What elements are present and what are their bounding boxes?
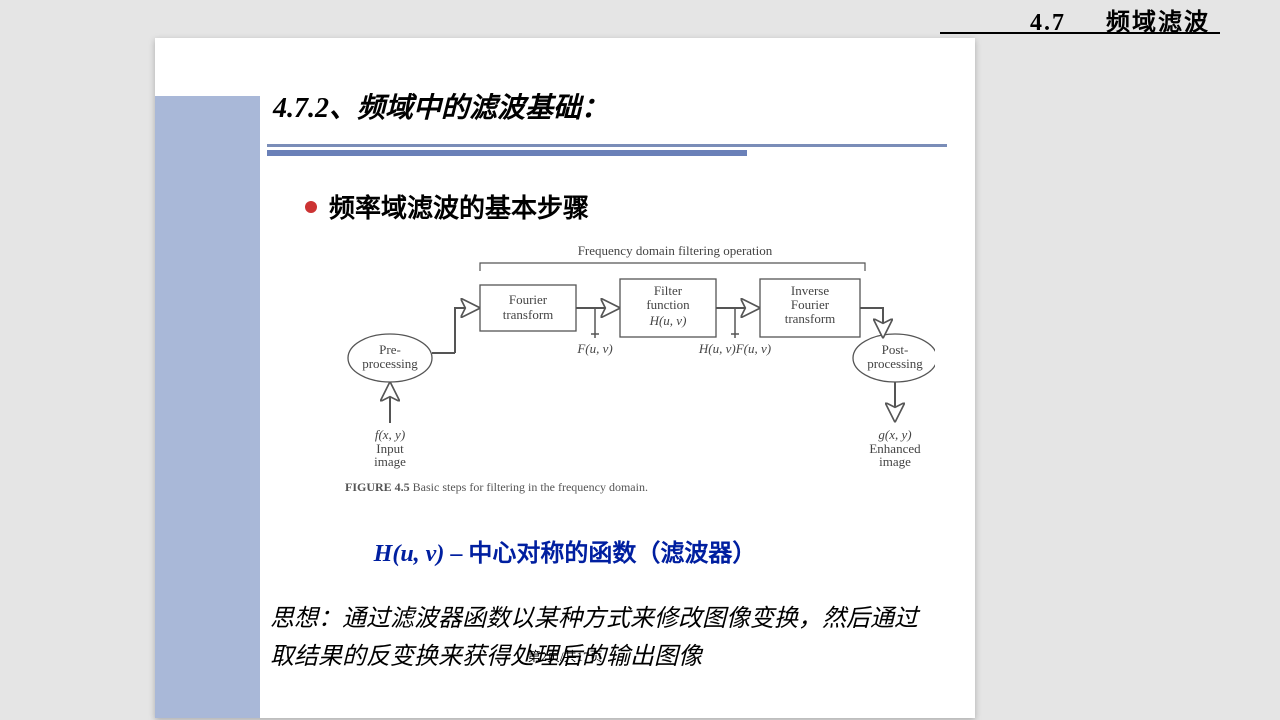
svg-text:Post-: Post- — [882, 342, 909, 357]
thought-paragraph: 思想：通过滤波器函数以某种方式来修改图像变换，然后通过取结果的反变换来获得处理后… — [270, 600, 925, 677]
formula-desc: 中心对称的函数（滤波器） — [468, 541, 756, 567]
chapter-underline — [940, 32, 1220, 34]
formula-line: H(u, v) – 中心对称的函数（滤波器） — [155, 533, 975, 568]
svg-text:Fourier: Fourier — [791, 297, 830, 312]
figure-caption: FIGURE 4.5 Basic steps for filtering in … — [345, 480, 648, 494]
label-HFuv: H(u, v)F(u, v) — [698, 341, 771, 356]
flow-diagram: Frequency domain filtering operation Pre… — [335, 243, 935, 503]
bullet-text: 频率域滤波的基本步骤 — [329, 188, 589, 225]
svg-text:Inverse: Inverse — [791, 283, 829, 298]
svg-text:transform: transform — [785, 311, 836, 326]
formula-dash: – — [444, 541, 468, 567]
svg-text:image: image — [879, 454, 911, 469]
thought-label: 思想： — [270, 606, 342, 632]
title-underline-thin — [267, 144, 947, 147]
svg-text:processing: processing — [867, 356, 923, 371]
formula-args: (u, v) — [392, 541, 444, 567]
bullet-row: 频率域滤波的基本步骤 — [305, 188, 589, 225]
slide: 4.7.2、频域中的滤波基础： 频率域滤波的基本步骤 Frequency dom… — [155, 38, 975, 718]
diagram-title: Frequency domain filtering operation — [578, 243, 773, 258]
slide-sidebar — [155, 96, 260, 718]
label-gxy: g(x, y) — [878, 427, 911, 442]
svg-text:transform: transform — [503, 307, 554, 322]
svg-text:Fourier: Fourier — [509, 292, 548, 307]
svg-text:Filter: Filter — [654, 283, 683, 298]
svg-text:image: image — [374, 454, 406, 469]
svg-text:H(u, v): H(u, v) — [649, 313, 687, 328]
formula-H: H — [374, 541, 393, 567]
section-number: 4.7.2、 — [273, 93, 357, 124]
title-underline-thick — [267, 150, 747, 156]
section-title: 4.7.2、频域中的滤波基础： — [273, 86, 609, 126]
section-title-text: 频域中的滤波基础： — [357, 93, 609, 124]
page-indicator: 第2页/共17页 — [155, 646, 975, 665]
label-Fuv: F(u, v) — [576, 341, 612, 356]
label-fxy: f(x, y) — [375, 427, 405, 442]
bullet-icon — [305, 201, 317, 213]
svg-text:processing: processing — [362, 356, 418, 371]
svg-text:function: function — [646, 297, 690, 312]
svg-text:Pre-: Pre- — [379, 342, 401, 357]
